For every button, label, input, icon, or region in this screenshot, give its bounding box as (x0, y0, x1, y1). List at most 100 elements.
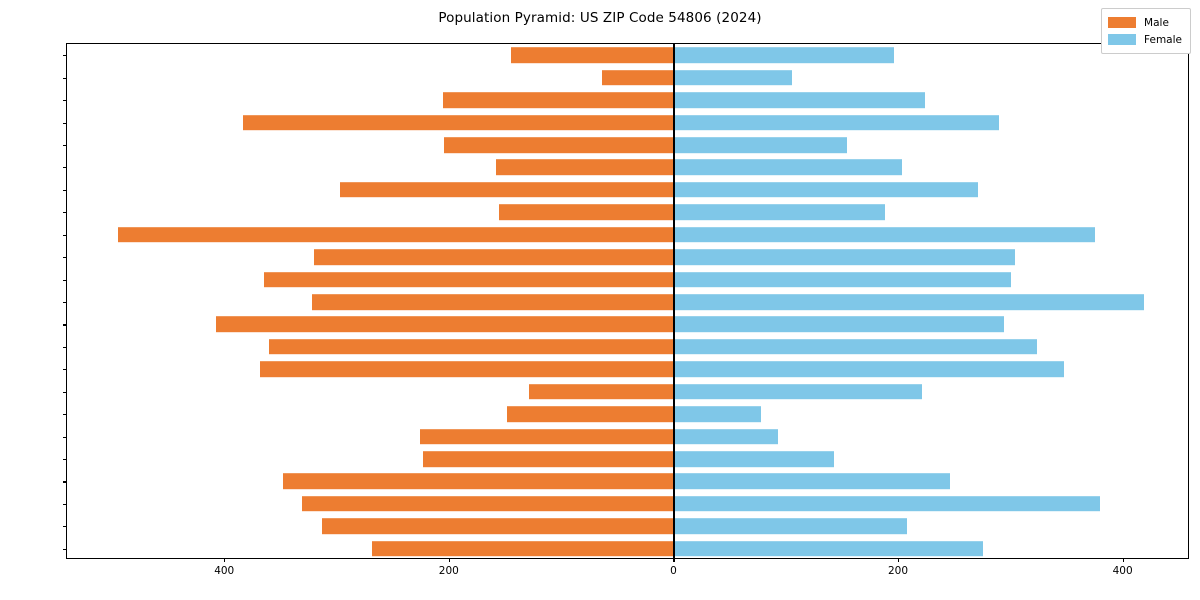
bar-female-15-17 (673, 473, 950, 490)
y-axis-tick-mark (62, 167, 67, 169)
y-axis-tick-mark (62, 234, 67, 236)
bar-female-under-5 (673, 540, 984, 557)
plot-area: 85+80-8475-7970-7467-6965-6662-6460-6155… (62, 43, 1189, 577)
bar-row (67, 403, 1188, 425)
bar-female-21 (673, 406, 761, 422)
bar-male-75-79 (443, 92, 674, 108)
bar-female-50-54 (673, 249, 1015, 265)
bar-row (67, 291, 1188, 313)
bar-male-40-44 (311, 294, 674, 310)
bar-female-62-64 (673, 182, 978, 198)
bar-male-55-59 (117, 226, 674, 243)
bar-male-62-64 (339, 182, 674, 198)
x-axis-tick-label: 200 (887, 565, 909, 577)
y-axis-tick-mark (62, 77, 67, 79)
bar-row (67, 201, 1188, 223)
y-axis-tick-mark (62, 414, 67, 416)
y-axis-tick-mark (62, 302, 67, 304)
legend-swatch-male (1108, 17, 1137, 28)
x-axis-tick-mark (898, 558, 900, 563)
x-axis-tick-mark (224, 558, 226, 563)
bar-male-25-29 (260, 361, 674, 378)
y-axis-tick-mark (62, 369, 67, 371)
bar-male-20 (419, 428, 674, 445)
bar-female-20 (673, 428, 778, 445)
bar-male-60-61 (499, 204, 674, 221)
bar-row (67, 268, 1188, 290)
bar-female-67-69 (673, 137, 848, 153)
y-axis-tick-mark (62, 391, 67, 393)
zero-axis-line (673, 44, 675, 558)
bar-female-25-29 (673, 361, 1065, 378)
y-axis-tick-mark (62, 436, 67, 438)
y-axis-tick-mark (62, 503, 67, 505)
bar-female-40-44 (673, 294, 1144, 310)
y-axis-tick-mark (62, 526, 67, 528)
bar-female-35-39 (673, 316, 1004, 333)
bar-row (67, 313, 1188, 335)
bar-female-70-74 (673, 114, 1000, 131)
bar-male-67-69 (444, 137, 674, 153)
chart-title: Population Pyramid: US ZIP Code 54806 (2… (438, 10, 762, 26)
bar-female-65-66 (673, 159, 903, 176)
bar-female-45-49 (673, 271, 1012, 288)
bar-row (67, 358, 1188, 380)
bar-female-18-19 (673, 451, 834, 467)
bar-male-45-49 (263, 271, 674, 288)
bar-female-10-14 (673, 496, 1101, 512)
bar-row (67, 493, 1188, 515)
bar-female-80-84 (673, 69, 793, 86)
bar-male-70-74 (243, 114, 674, 131)
bar-row (67, 89, 1188, 111)
bar-row (67, 156, 1188, 178)
y-axis-tick-mark (62, 548, 67, 550)
bar-male-30-34 (269, 339, 674, 355)
bar-male-65-66 (495, 159, 674, 176)
y-axis-tick-mark (62, 144, 67, 147)
bar-male-85- (510, 47, 674, 63)
bar-row (67, 515, 1188, 537)
bar-male-21 (507, 406, 674, 422)
bar-female-30-34 (673, 339, 1038, 355)
y-axis-tick-mark (62, 346, 67, 348)
y-axis-tick-mark (62, 212, 67, 214)
x-axis-tick-mark (673, 558, 675, 563)
x-axis-tick-mark (1122, 558, 1124, 563)
legend-item-female: Female (1108, 31, 1182, 48)
bar-row (67, 44, 1188, 66)
legend-label-female: Female (1144, 33, 1182, 46)
bar-female-5-9 (673, 518, 907, 535)
chart-legend: Male Female (1101, 8, 1191, 54)
bar-row (67, 336, 1188, 358)
bar-male-under-5 (372, 540, 674, 557)
bar-male-50-54 (314, 249, 674, 265)
bar-row (67, 470, 1188, 492)
y-axis-tick-mark (62, 100, 67, 102)
bar-row (67, 246, 1188, 268)
bar-female-60-61 (673, 204, 885, 221)
bar-male-18-19 (422, 451, 674, 467)
legend-item-male: Male (1108, 14, 1182, 31)
y-axis-tick-mark (62, 279, 67, 281)
legend-swatch-female (1108, 34, 1137, 45)
x-axis-tick-label: 400 (1112, 565, 1133, 577)
bar-row (67, 66, 1188, 88)
bar-row (67, 179, 1188, 201)
x-axis-tick-mark (448, 558, 450, 563)
y-axis-tick-mark (62, 122, 67, 124)
bar-male-15-17 (282, 473, 674, 490)
bar-row (67, 223, 1188, 245)
bar-row (67, 111, 1188, 133)
y-axis-tick-mark (62, 189, 67, 191)
y-axis-tick-mark (62, 257, 67, 259)
bar-row (67, 381, 1188, 403)
bar-male-80-84 (601, 69, 674, 86)
y-axis-tick-mark (62, 55, 67, 57)
bar-male-10-14 (301, 496, 674, 512)
y-axis-tick-mark (62, 324, 67, 326)
bar-male-22-24 (528, 383, 674, 400)
bar-female-85- (673, 47, 894, 63)
y-axis-tick-mark (62, 481, 67, 483)
bar-row (67, 538, 1188, 560)
